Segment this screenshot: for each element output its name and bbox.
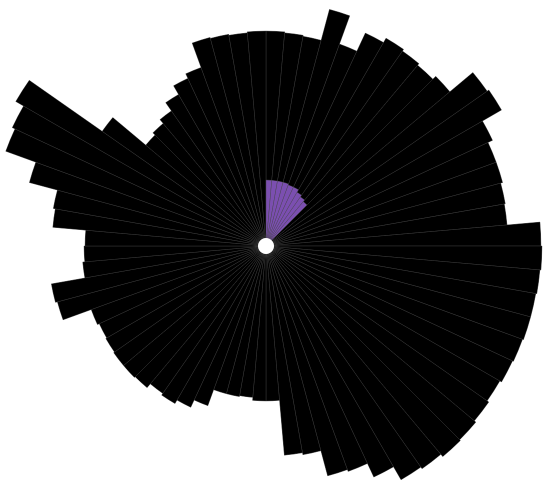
radial-bar <box>265 245 461 457</box>
radial-bar <box>265 201 308 247</box>
radial-bar <box>265 89 502 247</box>
radial-bar <box>265 245 368 472</box>
radial-bar <box>191 37 267 247</box>
radial-bar <box>113 245 267 366</box>
radial-bar <box>265 245 513 383</box>
radial-bar <box>265 245 348 477</box>
radial-bar <box>265 196 305 247</box>
radial-bar <box>265 245 523 362</box>
radial-bar <box>265 50 420 247</box>
radial-bar <box>265 245 422 481</box>
radial-bar <box>247 30 267 247</box>
radial-bar <box>265 120 493 247</box>
radial-bar <box>161 245 267 404</box>
radial-bar <box>82 245 267 279</box>
bars <box>5 9 543 481</box>
radial-bar <box>265 192 302 247</box>
radial-bar <box>83 245 267 263</box>
radial-bar <box>101 117 267 247</box>
center-hole <box>258 238 274 254</box>
radial-bar <box>265 245 531 340</box>
radial-bar <box>265 245 322 456</box>
radial-bar <box>265 245 394 478</box>
radial-bar <box>51 245 267 303</box>
radial-bar <box>105 245 267 353</box>
radial-bar <box>265 245 303 456</box>
radial-bar <box>265 245 442 470</box>
radial-bar <box>265 161 503 247</box>
radial-bar <box>15 79 267 247</box>
radial-bar <box>210 34 267 247</box>
radial-bar <box>265 186 299 247</box>
radial-bar <box>265 37 404 247</box>
radial-bar <box>265 182 506 247</box>
